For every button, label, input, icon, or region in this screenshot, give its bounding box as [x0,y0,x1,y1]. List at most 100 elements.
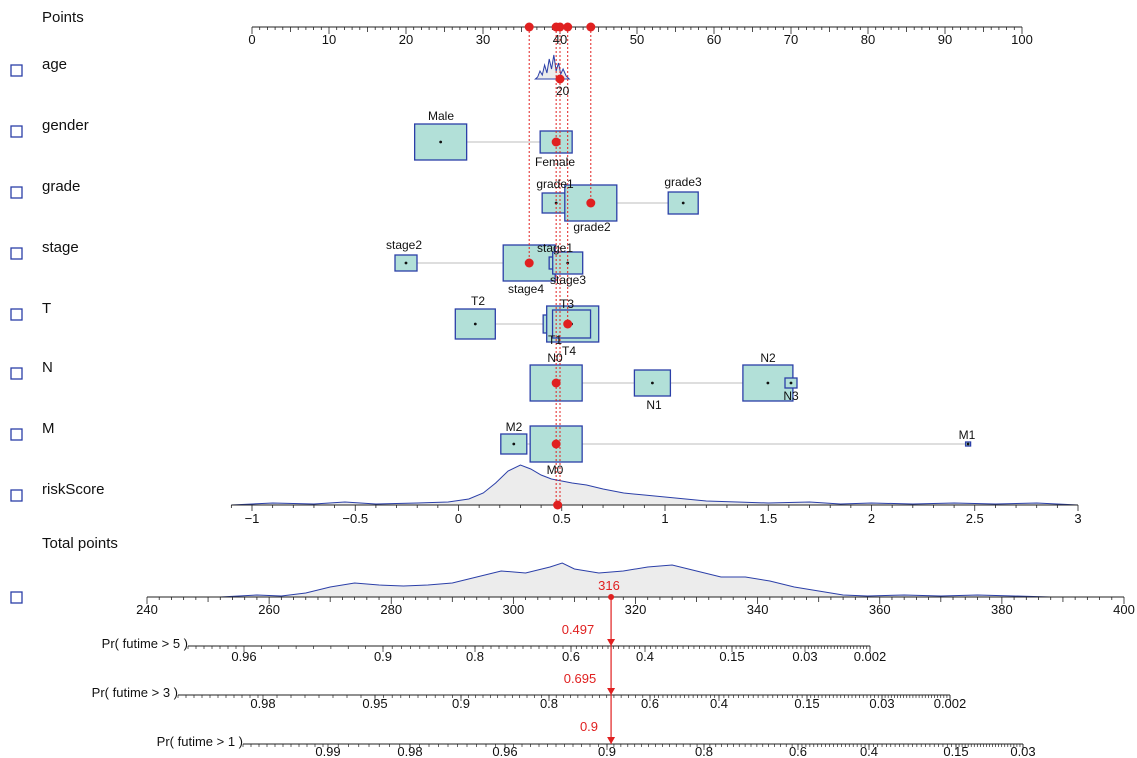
total-points-selected-marker [608,594,615,600]
M1-label: M1 [959,428,976,442]
grade-box-dot [681,201,685,205]
prob1-tick-label: 0.8 [695,744,713,758]
points-axis-tick-label: 10 [322,32,336,47]
total-points-tick-label: 260 [258,602,280,617]
prob5-label: Pr( futime > 5 ) [102,636,188,651]
total-points-tick-label: 400 [1113,602,1135,617]
gender-male-label: Male [428,109,454,123]
prob1-tick-label: 0.98 [397,744,422,758]
riskScore-tick-label: 1 [661,511,668,526]
riskScore-tick-label: 0 [455,511,462,526]
prob5-tick-label: 0.6 [562,649,580,664]
gender-selected-marker [551,137,561,147]
total-points-checkbox[interactable] [10,591,23,604]
prob1-tick-labels: 0.99 0.98 0.96 0.9 0.8 0.6 0.4 0.15 0.03 [315,744,1035,758]
points-axis-marker [563,22,573,32]
prob1-tick-label: 0.96 [492,744,517,758]
prob-arrow [607,688,616,695]
N1-label: N1 [646,398,662,412]
prob3-tick-label: 0.15 [794,696,819,711]
total-points-tick-label: 340 [747,602,769,617]
grade2-label: grade2 [573,220,611,234]
T4-label: T4 [562,344,576,358]
prob5-tick-labels: 0.96 0.9 0.8 0.6 0.4 0.15 0.03 0.002 [231,649,886,664]
gender-checkbox[interactable] [10,125,23,138]
grade3-label: grade3 [664,175,702,189]
N2-label: N2 [760,351,776,365]
stage-label: stage [42,239,79,256]
axes-layer: 0 10 20 30 40 50 60 70 80 90 100−1 −0.5 0 0.5 1 1.5 2 2.5… [136,26,1135,750]
stage1-label: stage1 [537,241,573,255]
N0-label: N0 [547,351,563,365]
age-checkbox[interactable] [10,64,23,77]
N-box-dot [766,381,770,385]
prob3-tick-label: 0.9 [452,696,470,711]
points-axis-tick-label: 90 [938,32,952,47]
prob1-tick-label: 0.03 [1010,744,1035,758]
total-points-label: Total points [42,535,118,552]
prob5-tick-label: 0.4 [636,649,654,664]
M2-label: M2 [506,420,523,434]
age-density [534,54,571,80]
total-points-tick-label: 300 [503,602,525,617]
total-points-selected-label: 316 [598,578,620,593]
gender-female-label: Female [535,155,575,169]
stage-box-dot [404,261,408,265]
prob1-tick-label: 0.6 [789,744,807,758]
points-axis-tick-label: 0 [248,32,255,47]
riskScore-tick-label: 1.5 [759,511,777,526]
density-layer [220,54,1079,598]
grade-selected-marker [586,198,596,208]
prob1-tick-label: 0.9 [598,744,616,758]
prob5-tick-label: 0.002 [854,649,887,664]
N-selected-marker [551,378,561,388]
points-axis-tick-label: 80 [861,32,875,47]
prob3-tick-label: 0.03 [869,696,894,711]
N-box-dot [789,381,793,385]
riskScore-density [231,464,1079,506]
riskScore-selected-marker [553,500,563,510]
prob1-label: Pr( futime > 1 ) [157,734,243,749]
points-axis-marker [586,22,596,32]
T-checkbox[interactable] [10,308,23,321]
stage4-label: stage4 [508,282,544,296]
stage-selected-marker [524,258,534,268]
points-axis-tick-label: 50 [630,32,644,47]
riskScore-label: riskScore [42,481,105,498]
riskScore-tick-label: 0.5 [553,511,571,526]
T2-label: T2 [471,294,485,308]
prob3-tick-label: 0.8 [540,696,558,711]
stage-checkbox[interactable] [10,247,23,260]
T-label: T [42,300,51,317]
prob3-tick-labels: 0.98 0.95 0.9 0.8 0.6 0.4 0.15 0.03 0.00… [250,696,966,711]
prob1-tick-label: 0.15 [943,744,968,758]
gender-box-Male [413,123,468,161]
points-axis-tick-label: 60 [707,32,721,47]
M-box-dot [966,442,970,446]
M-selected-marker [551,439,561,449]
N-box-dot [651,381,654,385]
prob1-selected-label: 0.9 [580,719,598,734]
T-box-dot [473,322,477,326]
prob3-tick-label: 0.95 [362,696,387,711]
prob1-tick-label: 0.99 [315,744,340,758]
gender-box-dot [439,140,443,144]
grade-checkbox[interactable] [10,186,23,199]
M-checkbox[interactable] [10,428,23,441]
T3-label: T3 [560,297,574,311]
prob5-tick-label: 0.96 [231,649,256,664]
N-checkbox[interactable] [10,367,23,380]
prob3-selected-label: 0.695 [564,671,597,686]
riskScore-tick-label: −0.5 [342,511,368,526]
M-label: M [42,420,55,437]
prob3-tick-label: 0.4 [710,696,728,711]
grade-label: grade [42,178,80,195]
riskScore-checkbox[interactable] [10,489,23,502]
age-selected-marker [555,74,565,84]
total-points-tick-label: 280 [380,602,402,617]
markers-layer [524,22,615,600]
prob3-label: Pr( futime > 3 ) [92,685,178,700]
riskScore-tick-label: 2.5 [966,511,984,526]
riskScore-tick-label: 2 [868,511,875,526]
